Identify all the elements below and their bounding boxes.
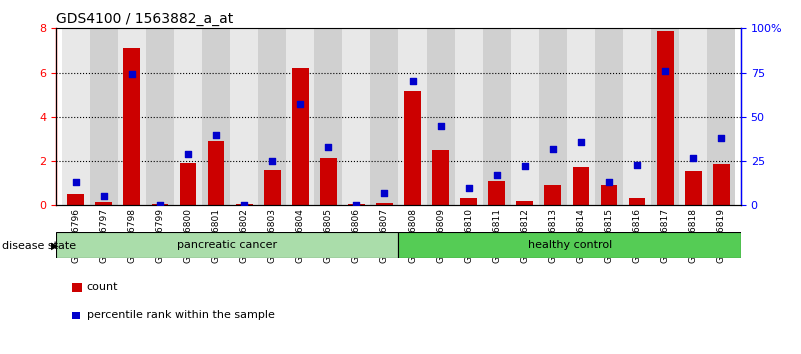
Bar [292, 68, 308, 205]
Bar [511, 28, 539, 205]
Point [434, 123, 447, 129]
Bar [685, 171, 702, 205]
Text: percentile rank within the sample: percentile rank within the sample [87, 310, 275, 320]
Bar [90, 28, 118, 205]
Bar [258, 28, 286, 205]
Bar [62, 28, 90, 205]
Text: disease state: disease state [2, 241, 77, 251]
Bar [651, 28, 679, 205]
Bar [489, 181, 505, 205]
Point [574, 139, 587, 144]
Point [294, 102, 307, 107]
Bar [286, 28, 314, 205]
Bar [320, 158, 336, 205]
Bar [235, 204, 252, 205]
Text: GDS4100 / 1563882_a_at: GDS4100 / 1563882_a_at [56, 12, 233, 26]
Bar [623, 28, 651, 205]
Bar [202, 28, 230, 205]
Bar [95, 202, 112, 205]
Bar [264, 170, 280, 205]
Bar [399, 28, 427, 205]
Bar [314, 28, 342, 205]
Bar [427, 28, 455, 205]
Point [154, 202, 167, 208]
Bar [657, 30, 674, 205]
Bar [230, 28, 258, 205]
Bar [370, 28, 399, 205]
Point [210, 132, 223, 137]
Point [378, 190, 391, 196]
Bar [123, 48, 140, 205]
Bar [539, 28, 567, 205]
Bar [67, 194, 84, 205]
Point [70, 179, 83, 185]
Bar [348, 204, 364, 205]
Bar [483, 28, 511, 205]
Bar [713, 164, 730, 205]
Text: ▶: ▶ [51, 241, 58, 251]
Bar [567, 28, 595, 205]
Point [602, 179, 615, 185]
Bar [545, 185, 562, 205]
Bar [118, 28, 146, 205]
Bar [601, 185, 618, 205]
Point [462, 185, 475, 190]
Bar [455, 28, 483, 205]
Text: pancreatic cancer: pancreatic cancer [177, 240, 277, 250]
Bar [151, 204, 168, 205]
Bar [342, 28, 370, 205]
Point [406, 79, 419, 84]
Bar [399, 232, 741, 258]
Point [686, 155, 699, 160]
Point [266, 158, 279, 164]
Bar [207, 141, 224, 205]
Text: healthy control: healthy control [528, 240, 612, 250]
Bar [376, 203, 392, 205]
Bar [517, 201, 533, 205]
Bar [595, 28, 623, 205]
Bar [573, 167, 590, 205]
Bar [146, 28, 174, 205]
Point [126, 72, 139, 77]
Bar [679, 28, 707, 205]
Point [238, 202, 251, 208]
Point [98, 194, 111, 199]
Point [182, 151, 195, 157]
Point [350, 202, 363, 208]
Point [714, 135, 727, 141]
Text: count: count [87, 282, 118, 292]
Point [546, 146, 559, 152]
Point [322, 144, 335, 150]
Point [490, 172, 503, 178]
Point [518, 164, 531, 169]
Bar [179, 163, 196, 205]
Bar [174, 28, 202, 205]
Bar [707, 28, 735, 205]
Bar [629, 198, 646, 205]
Bar [56, 232, 399, 258]
Bar [433, 150, 449, 205]
Point [630, 162, 643, 167]
Bar [405, 91, 421, 205]
Point [658, 68, 671, 74]
Bar [461, 198, 477, 205]
